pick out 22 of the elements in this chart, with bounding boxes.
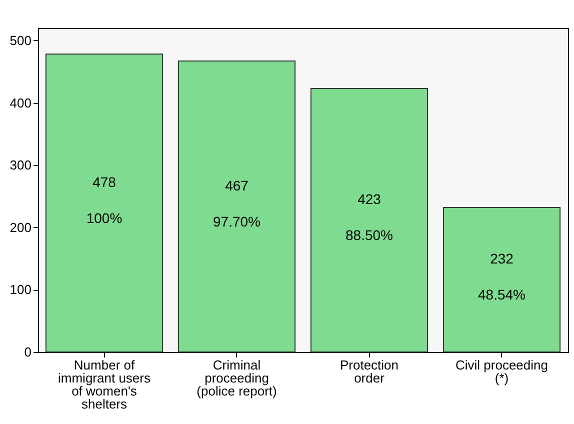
data-label: 467 <box>225 178 249 194</box>
x-tick-label: Criminal proceeding (police report) <box>196 358 277 398</box>
y-tick-label: 0 <box>24 344 32 360</box>
y-tick-label: 500 <box>10 32 32 48</box>
annotation: 97.70% <box>213 214 260 230</box>
y-tick-label: 200 <box>10 220 32 235</box>
data-label: 423 <box>358 191 382 208</box>
bar <box>442 206 561 352</box>
x-tick-label: Number of immigrant users of women's shelters <box>58 358 151 412</box>
annotation: 48.54% <box>478 286 526 303</box>
data-label: 478 <box>92 174 116 190</box>
x-tick-label: Protection order <box>340 358 399 386</box>
bar <box>310 88 428 352</box>
y-tick-label: 100 <box>10 282 32 298</box>
y-tick-label: 400 <box>10 95 32 110</box>
x-tick-label: Civil proceeding (*) <box>456 358 548 386</box>
bar <box>178 60 296 352</box>
data-label: 232 <box>490 250 514 267</box>
bar <box>45 54 164 352</box>
y-tick-label: 300 <box>10 158 32 173</box>
annotation: 88.50% <box>346 227 393 244</box>
annotation: 100% <box>86 210 122 226</box>
